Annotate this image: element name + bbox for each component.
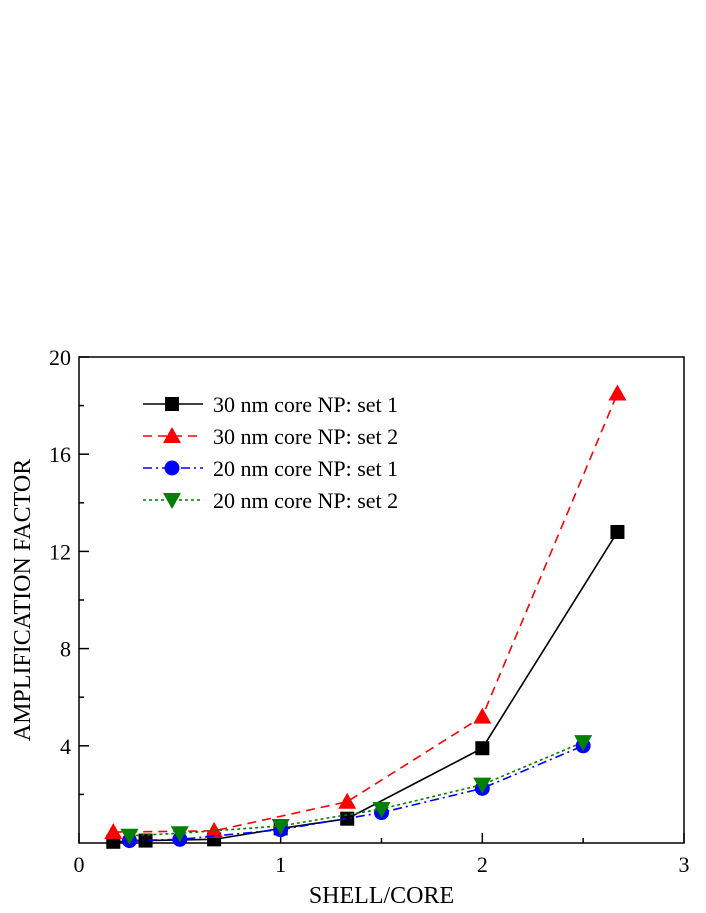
x-tick-label: 0 <box>74 852 85 877</box>
series-4 <box>120 735 593 845</box>
legend-marker <box>165 397 179 411</box>
legend: 30 nm core NP: set 1 30 nm core NP: set 2… <box>143 392 398 513</box>
series-line <box>129 741 584 837</box>
legend-marker <box>164 460 180 476</box>
series-layer <box>104 384 627 849</box>
data-point <box>138 833 153 848</box>
legend-marker <box>163 493 181 509</box>
x-tick-label: 3 <box>679 852 690 877</box>
series-line <box>129 745 584 842</box>
data-point <box>271 818 290 835</box>
legend-label: 20 nm core NP: set 2 <box>213 488 398 513</box>
data-point <box>372 801 391 818</box>
data-point <box>104 823 123 840</box>
y-axis-title: AMPLIFICATION FACTOR <box>10 459 36 741</box>
x-axis-title: SHELL/CORE <box>309 883 454 909</box>
data-point <box>205 821 224 838</box>
series-line <box>113 531 619 843</box>
legend-label: 30 nm core NP: set 2 <box>213 424 398 449</box>
y-tick-label: 16 <box>49 442 71 467</box>
x-tick-label: 2 <box>477 852 488 877</box>
data-point <box>338 792 357 809</box>
data-point <box>475 741 490 756</box>
y-tick-label: 4 <box>60 734 71 759</box>
y-tick-label: 8 <box>60 637 71 662</box>
legend-entry: 30 nm core NP: set 2 <box>143 424 398 449</box>
x-tick-label: 1 <box>275 852 286 877</box>
series-1 <box>106 524 625 849</box>
series-2 <box>104 384 627 840</box>
legend-entry: 20 nm core NP: set 2 <box>143 488 398 513</box>
data-point <box>473 707 492 724</box>
data-point <box>574 735 593 752</box>
y-tick-label: 20 <box>49 345 71 370</box>
legend-entry: 20 nm core NP: set 1 <box>143 456 398 481</box>
data-point <box>120 828 139 845</box>
y-tick-label: 12 <box>49 539 71 564</box>
legend-label: 30 nm core NP: set 1 <box>213 392 398 417</box>
data-point <box>608 384 627 401</box>
data-point <box>340 811 355 826</box>
legend-marker <box>163 427 181 443</box>
legend-entry: 30 nm core NP: set 1 <box>143 392 398 417</box>
data-point <box>610 524 625 539</box>
legend-label: 20 nm core NP: set 1 <box>213 456 398 481</box>
data-point <box>473 777 492 794</box>
data-point <box>170 826 189 843</box>
